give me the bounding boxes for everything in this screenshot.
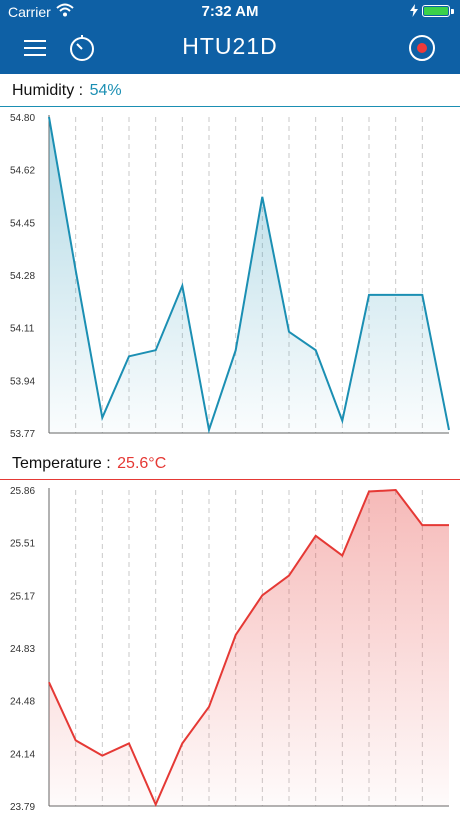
record-button[interactable] — [408, 34, 436, 62]
temperature-chart: 25.86 25.51 25.17 24.83 24.48 24.14 23.79 — [10, 486, 450, 810]
carrier-label: Carrier — [8, 4, 51, 20]
humidity-y-tick-label: 54.28 — [10, 271, 35, 282]
top-bar: Carrier 7:32 AM — [0, 0, 460, 74]
humidity-y-tick-label: 54.62 — [10, 166, 35, 177]
temperature-data-point — [181, 742, 183, 744]
humidity-data-point — [368, 294, 370, 296]
humidity-data-point — [208, 429, 210, 431]
temperature-data-point — [288, 574, 290, 576]
humidity-data-point — [288, 331, 290, 333]
temperature-y-tick-label: 25.86 — [10, 486, 35, 497]
humidity-data-point — [395, 294, 397, 296]
temperature-data-point — [315, 535, 317, 537]
temperature-data-point — [395, 489, 397, 491]
battery-tip — [451, 9, 454, 14]
humidity-label: Humidity : — [12, 82, 88, 99]
temperature-value: 25.6°C — [117, 455, 167, 472]
temperature-series-line — [48, 488, 449, 808]
humidity-data-point — [315, 349, 317, 351]
temperature-y-tick-label: 24.48 — [10, 697, 35, 708]
humidity-divider — [0, 106, 460, 107]
humidity-data-point — [235, 349, 237, 351]
temperature-header: Temperature : 25.6°C — [12, 455, 166, 473]
battery-icon — [422, 5, 454, 17]
humidity-series-line — [48, 116, 450, 434]
temperature-y-tick-label: 25.17 — [10, 591, 35, 602]
temperature-data-point — [75, 739, 77, 741]
humidity-data-point — [341, 420, 343, 422]
menu-button[interactable] — [24, 36, 52, 60]
temperature-data-point — [261, 594, 263, 596]
temperature-divider — [0, 479, 460, 480]
humidity-y-tick-label: 54.45 — [10, 218, 35, 229]
temperature-y-tick-label: 23.79 — [10, 802, 35, 810]
humidity-value: 54% — [89, 82, 122, 99]
status-bar: Carrier 7:32 AM — [0, 0, 460, 24]
record-icon — [409, 35, 435, 61]
humidity-y-tick-label: 53.77 — [10, 429, 35, 437]
nav-bar: HTU21D — [0, 24, 460, 74]
wifi-icon — [56, 3, 74, 17]
timer-button[interactable] — [66, 32, 98, 64]
temperature-data-point — [448, 524, 450, 526]
battery-fill — [424, 7, 448, 15]
temperature-area — [49, 490, 449, 806]
temperature-y-tick-label: 24.83 — [10, 644, 35, 655]
humidity-data-point — [48, 116, 50, 118]
humidity-header: Humidity : 54% — [12, 82, 122, 100]
temperature-data-point — [48, 681, 50, 683]
humidity-y-tick-label: 54.80 — [10, 113, 35, 124]
temperature-data-point — [235, 634, 237, 636]
status-time: 7:32 AM — [201, 3, 259, 20]
temperature-y-tick-label: 24.14 — [10, 749, 35, 760]
humidity-data-point — [261, 196, 263, 198]
temperature-data-point — [341, 555, 343, 557]
humidity-y-tick-label: 53.94 — [10, 376, 35, 387]
temperature-data-point — [128, 742, 130, 744]
humidity-data-point — [75, 269, 77, 271]
humidity-y-tick-label: 54.11 — [10, 324, 35, 335]
temperature-data-point — [101, 755, 103, 757]
humidity-data-point — [101, 417, 103, 419]
charging-icon — [410, 4, 418, 17]
temperature-data-point — [155, 803, 157, 805]
temperature-data-point — [208, 706, 210, 708]
temperature-data-point — [368, 491, 370, 493]
humidity-data-point — [448, 429, 450, 431]
timer-icon — [70, 35, 94, 61]
humidity-data-point — [421, 294, 423, 296]
temperature-label: Temperature : — [12, 455, 116, 472]
humidity-data-point — [181, 285, 183, 287]
humidity-data-point — [155, 349, 157, 351]
humidity-data-point — [128, 355, 130, 357]
temperature-data-point — [421, 524, 423, 526]
humidity-chart: 54.80 54.62 54.45 54.28 54.11 53.94 53.77 — [10, 113, 450, 437]
temperature-y-tick-label: 25.51 — [10, 539, 35, 550]
